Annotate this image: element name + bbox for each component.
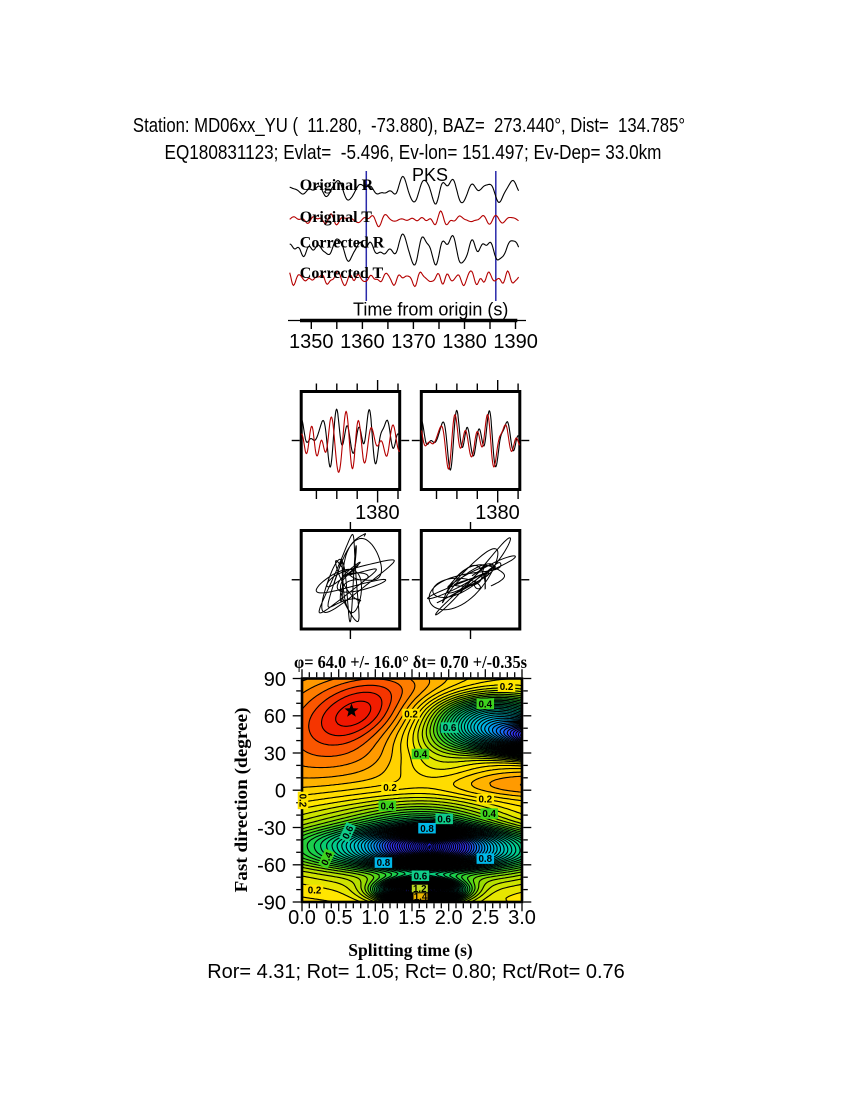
svg-text:PKS: PKS: [412, 165, 448, 185]
svg-text:Time from origin (s): Time from origin (s): [353, 300, 508, 320]
svg-text:0.2: 0.2: [308, 886, 322, 897]
svg-text:0.0: 0.0: [288, 907, 316, 929]
svg-text:Original R: Original R: [300, 177, 374, 194]
svg-text:0.8: 0.8: [420, 824, 434, 835]
svg-text:1370: 1370: [391, 331, 436, 353]
svg-text:0.6: 0.6: [443, 723, 457, 734]
svg-text:3.0: 3.0: [508, 907, 536, 929]
svg-text:0.2: 0.2: [478, 795, 492, 806]
svg-text:Fast direction (degree): Fast direction (degree): [231, 707, 251, 892]
svg-text:2.0: 2.0: [435, 907, 463, 929]
svg-text:1.5: 1.5: [398, 907, 426, 929]
svg-text:1390: 1390: [493, 331, 538, 353]
svg-text:0.4: 0.4: [478, 699, 492, 710]
svg-text:30: 30: [264, 743, 286, 765]
svg-text:1.4: 1.4: [414, 892, 428, 903]
svg-text:-90: -90: [257, 892, 286, 914]
svg-text:Splitting time (s): Splitting time (s): [348, 940, 473, 960]
svg-text:0.4: 0.4: [380, 801, 394, 812]
svg-text:Original T: Original T: [300, 209, 372, 226]
svg-text:0.2: 0.2: [500, 682, 514, 693]
svg-text:0.4: 0.4: [482, 809, 496, 820]
svg-text:1.2: 1.2: [413, 884, 427, 895]
svg-text:0.6: 0.6: [414, 871, 428, 882]
svg-text:Corrected T: Corrected T: [300, 265, 384, 282]
svg-text:2.5: 2.5: [471, 907, 499, 929]
svg-text:0: 0: [275, 781, 286, 803]
svg-text:0.4: 0.4: [414, 750, 428, 761]
svg-text:0.8: 0.8: [478, 854, 492, 865]
svg-text:φ= 64.0 +/- 16.0° δt= 0.70 +/-: φ= 64.0 +/- 16.0° δt= 0.70 +/-0.35s: [294, 652, 527, 672]
svg-text:0.5: 0.5: [325, 907, 353, 929]
svg-text:1.0: 1.0: [361, 907, 389, 929]
svg-text:0.2: 0.2: [404, 710, 418, 721]
svg-text:0.6: 0.6: [341, 824, 357, 841]
svg-text:0.8: 0.8: [377, 858, 391, 869]
svg-text:1380: 1380: [355, 502, 400, 524]
svg-text:90: 90: [264, 669, 286, 691]
svg-text:1360: 1360: [340, 331, 385, 353]
svg-text:60: 60: [264, 706, 286, 728]
svg-text:-30: -30: [257, 818, 286, 840]
svg-text:1380: 1380: [475, 502, 520, 524]
svg-text:-60: -60: [257, 855, 286, 877]
svg-text:1350: 1350: [289, 331, 334, 353]
svg-text:0.2: 0.2: [296, 794, 307, 808]
svg-text:0.4: 0.4: [320, 850, 336, 867]
svg-text:0.2: 0.2: [383, 783, 397, 794]
svg-text:Corrected R: Corrected R: [300, 235, 385, 252]
svg-text:0.6: 0.6: [437, 815, 451, 826]
svg-text:1380: 1380: [442, 331, 487, 353]
